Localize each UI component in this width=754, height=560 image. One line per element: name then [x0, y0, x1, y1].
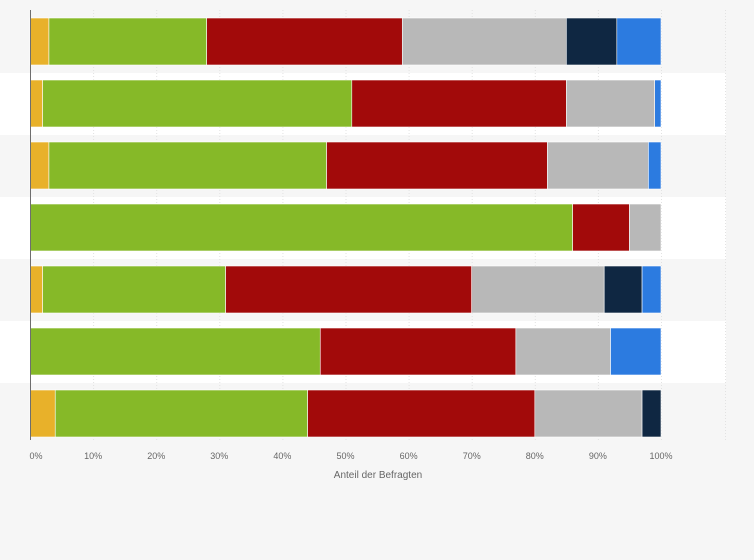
bar-segment	[42, 265, 226, 314]
x-tick-label: 100%	[649, 451, 672, 461]
bar-segment	[515, 327, 611, 376]
bar-segment	[319, 327, 517, 376]
bar-segment	[307, 389, 536, 438]
bar-segment	[225, 265, 472, 314]
bar-segment	[654, 79, 662, 128]
bar-segment	[566, 17, 618, 66]
bar-segment	[534, 389, 643, 438]
bar-segment	[48, 17, 207, 66]
bar-segment	[29, 17, 50, 66]
bar-segment	[648, 141, 662, 190]
bar-segment	[572, 203, 630, 252]
bar-segment	[29, 265, 43, 314]
bar-segment	[641, 389, 662, 438]
bar-segment	[29, 141, 50, 190]
bar-segment	[401, 17, 567, 66]
x-tick-label: 50%	[336, 451, 354, 461]
bar-segment	[29, 79, 43, 128]
bar-segment	[48, 141, 327, 190]
x-tick-label: 40%	[273, 451, 291, 461]
bar-segment	[351, 79, 567, 128]
bar-segment	[641, 265, 662, 314]
bar-segment	[566, 79, 655, 128]
bar-segment	[471, 265, 605, 314]
x-axis-label: Anteil der Befragten	[334, 470, 422, 481]
x-tick-label: 30%	[210, 451, 228, 461]
bar-segment	[616, 17, 662, 66]
x-tick-label: 0%	[29, 451, 42, 461]
bar-segment	[603, 265, 643, 314]
x-axis-ticks: 0% 10% 20% 30% 40% 50% 60% 70% 80% 90% 100%	[29, 451, 672, 461]
bar-segment	[610, 327, 662, 376]
x-tick-label: 60%	[400, 451, 418, 461]
x-tick-label: 90%	[589, 451, 607, 461]
bars	[29, 17, 662, 438]
x-tick-label: 80%	[526, 451, 544, 461]
bar-segment	[42, 79, 353, 128]
bar-segment	[206, 17, 403, 66]
bar-segment	[29, 389, 56, 438]
bar-segment	[29, 203, 573, 252]
bar-segment	[629, 203, 662, 252]
x-tick-label: 70%	[463, 451, 481, 461]
bar-segment	[29, 327, 321, 376]
x-tick-label: 20%	[147, 451, 165, 461]
bar-segment	[54, 389, 308, 438]
bar-segment	[326, 141, 548, 190]
bar-segment	[547, 141, 649, 190]
x-tick-label: 10%	[84, 451, 102, 461]
